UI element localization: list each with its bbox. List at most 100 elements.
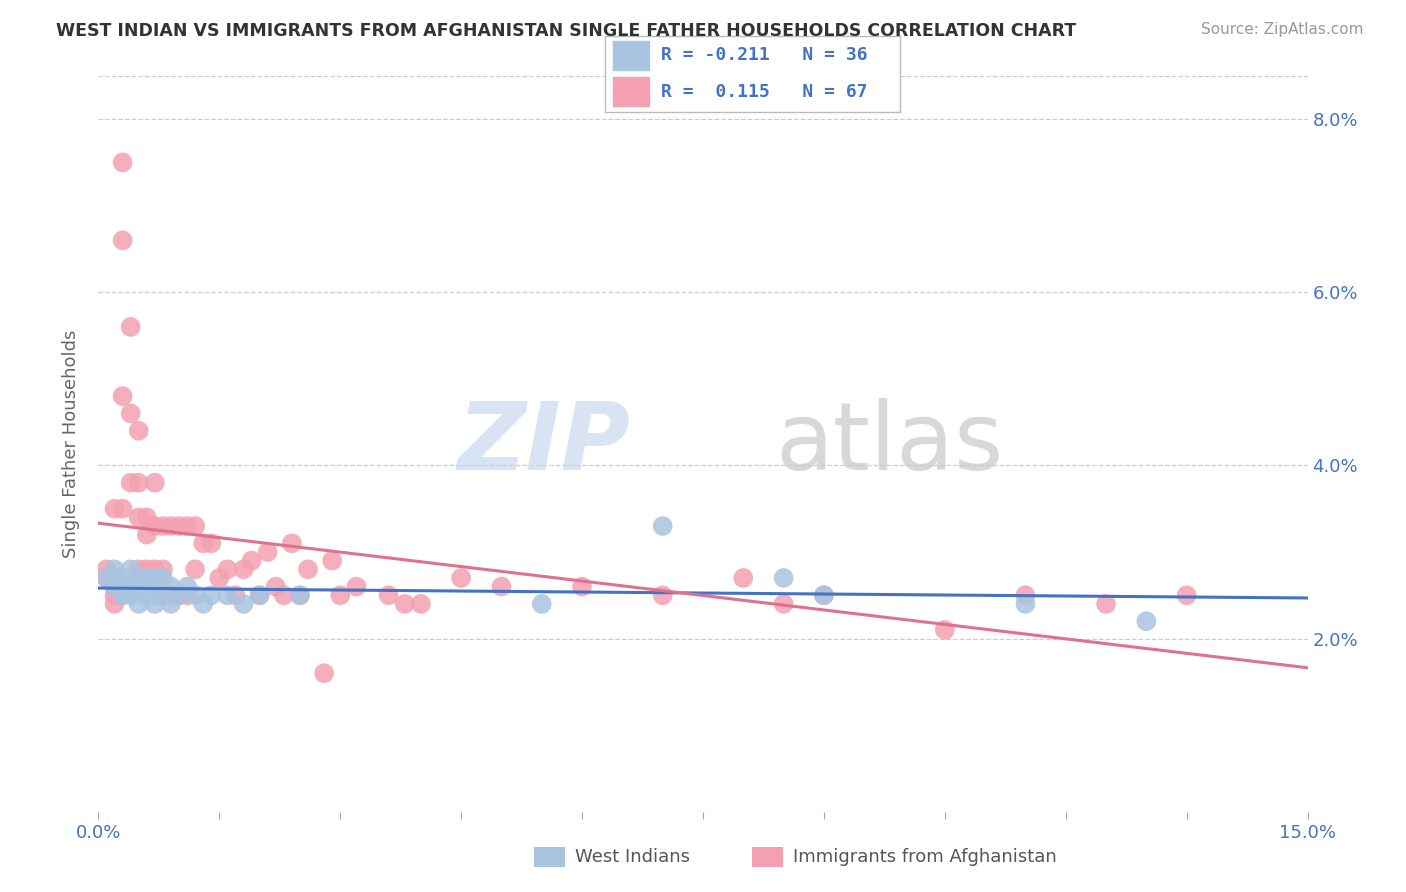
- Point: [128, 562, 150, 576]
- Point: [143, 588, 166, 602]
- Point: [224, 588, 246, 602]
- Point: [240, 554, 263, 568]
- Point: [167, 588, 190, 602]
- Point: [273, 588, 295, 602]
- Point: [111, 571, 134, 585]
- Point: [394, 597, 416, 611]
- Point: [103, 501, 125, 516]
- Point: [772, 571, 794, 585]
- Point: [321, 554, 343, 568]
- Point: [167, 588, 190, 602]
- Point: [111, 389, 134, 403]
- Point: [200, 536, 222, 550]
- Point: [184, 519, 207, 533]
- Point: [96, 571, 118, 585]
- Point: [128, 475, 150, 490]
- Text: R = -0.211   N = 36: R = -0.211 N = 36: [661, 46, 868, 64]
- Point: [143, 519, 166, 533]
- Point: [1135, 614, 1157, 628]
- Point: [152, 588, 174, 602]
- Point: [281, 536, 304, 550]
- Point: [733, 571, 755, 585]
- Point: [103, 571, 125, 585]
- Point: [103, 580, 125, 594]
- Point: [111, 155, 134, 169]
- Point: [1014, 597, 1036, 611]
- Point: [167, 519, 190, 533]
- Point: [160, 588, 183, 602]
- Point: [103, 562, 125, 576]
- Point: [200, 588, 222, 602]
- Point: [934, 623, 956, 637]
- Point: [103, 588, 125, 602]
- Text: West Indians: West Indians: [575, 848, 690, 866]
- Y-axis label: Single Father Households: Single Father Households: [62, 329, 80, 558]
- Point: [297, 562, 319, 576]
- Point: [651, 519, 673, 533]
- Point: [344, 580, 367, 594]
- Point: [232, 562, 254, 576]
- Text: Source: ZipAtlas.com: Source: ZipAtlas.com: [1201, 22, 1364, 37]
- Point: [152, 562, 174, 576]
- Point: [813, 588, 835, 602]
- Point: [103, 597, 125, 611]
- Point: [409, 597, 432, 611]
- Point: [128, 571, 150, 585]
- Point: [813, 588, 835, 602]
- Point: [176, 588, 198, 602]
- Point: [128, 510, 150, 524]
- Point: [329, 588, 352, 602]
- Point: [1175, 588, 1198, 602]
- Point: [1014, 588, 1036, 602]
- Point: [530, 597, 553, 611]
- Point: [135, 571, 157, 585]
- Point: [135, 588, 157, 602]
- Point: [120, 562, 142, 576]
- Point: [143, 562, 166, 576]
- Point: [96, 571, 118, 585]
- Point: [450, 571, 472, 585]
- Point: [135, 562, 157, 576]
- Point: [176, 519, 198, 533]
- Point: [264, 580, 287, 594]
- Point: [152, 571, 174, 585]
- Point: [249, 588, 271, 602]
- Point: [120, 407, 142, 421]
- Point: [249, 588, 271, 602]
- Point: [288, 588, 311, 602]
- Point: [128, 580, 150, 594]
- Point: [217, 588, 239, 602]
- Point: [128, 597, 150, 611]
- Point: [120, 475, 142, 490]
- Point: [143, 571, 166, 585]
- Point: [772, 597, 794, 611]
- Point: [152, 519, 174, 533]
- Text: WEST INDIAN VS IMMIGRANTS FROM AFGHANISTAN SINGLE FATHER HOUSEHOLDS CORRELATION : WEST INDIAN VS IMMIGRANTS FROM AFGHANIST…: [56, 22, 1077, 40]
- Point: [160, 597, 183, 611]
- Point: [571, 580, 593, 594]
- Point: [152, 588, 174, 602]
- Text: atlas: atlas: [776, 398, 1004, 490]
- Point: [256, 545, 278, 559]
- Point: [217, 562, 239, 576]
- Point: [135, 527, 157, 541]
- Point: [193, 597, 215, 611]
- Point: [111, 233, 134, 247]
- Point: [314, 666, 336, 681]
- Point: [103, 580, 125, 594]
- Point: [193, 536, 215, 550]
- Text: R =  0.115   N = 67: R = 0.115 N = 67: [661, 83, 868, 101]
- Point: [377, 588, 399, 602]
- Text: Immigrants from Afghanistan: Immigrants from Afghanistan: [793, 848, 1057, 866]
- Point: [491, 580, 513, 594]
- Point: [651, 588, 673, 602]
- Point: [143, 597, 166, 611]
- Point: [135, 510, 157, 524]
- Bar: [613, 78, 650, 106]
- Point: [160, 580, 183, 594]
- Point: [111, 588, 134, 602]
- Point: [208, 571, 231, 585]
- Point: [176, 580, 198, 594]
- Point: [111, 580, 134, 594]
- Point: [96, 562, 118, 576]
